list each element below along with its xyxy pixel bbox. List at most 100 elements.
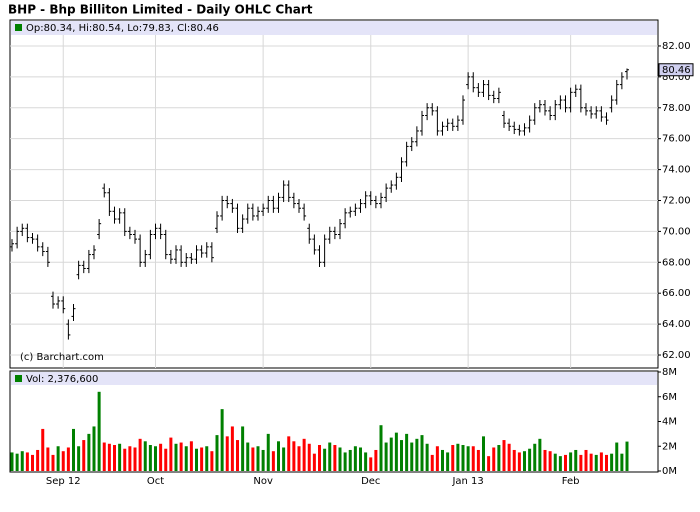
volume-bar [46, 447, 50, 471]
volume-bar [415, 438, 419, 471]
volume-bar [558, 456, 562, 471]
y-tick-label: 74.00 [662, 165, 691, 176]
volume-bar [25, 452, 29, 471]
volume-bar [251, 447, 255, 471]
volume-bar [405, 433, 409, 471]
volume-bar [230, 426, 234, 471]
y-tick-label: 78.00 [662, 103, 691, 114]
volume-bar [225, 436, 229, 471]
volume-bar [323, 448, 327, 471]
volume-bar [143, 441, 147, 471]
y-tick-label: 4M [662, 417, 677, 428]
volume-bar [533, 443, 537, 471]
volume-bar [579, 454, 583, 471]
chart-title: BHP - Bhp Billiton Limited - Daily OHLC … [8, 3, 313, 17]
volume-bar [215, 435, 219, 471]
volume-bar [435, 446, 439, 471]
volume-bar [523, 451, 526, 471]
volume-bar [369, 457, 373, 471]
volume-bar [610, 453, 614, 471]
volume-bar [148, 445, 152, 471]
y-tick-label: 80.00 [662, 72, 691, 83]
volume-bar [569, 452, 573, 471]
y-tick-label: 62.00 [662, 350, 691, 361]
volume-bar [512, 449, 516, 471]
volume-bar [169, 437, 173, 471]
x-tick-label: Nov [253, 476, 273, 487]
volume-bar [292, 441, 296, 471]
volume-bar [466, 446, 470, 471]
volume-bar [97, 391, 101, 471]
volume-bar [353, 446, 357, 471]
volume-bar [410, 442, 414, 471]
volume-bar [318, 445, 321, 471]
volume-bar [77, 446, 81, 471]
volume-header-bg [11, 372, 657, 385]
volume-bar [543, 449, 547, 471]
volume-header: Vol: 2,376,600 [26, 374, 98, 385]
volume-bar [246, 442, 250, 471]
volume-bar [195, 448, 198, 471]
volume-bar [389, 437, 393, 471]
volume-bar [374, 449, 378, 471]
volume-bar [123, 448, 127, 471]
volume-bar [384, 442, 388, 471]
volume-bar [154, 446, 157, 471]
volume-bar [538, 438, 542, 471]
volume-bar [164, 448, 168, 471]
volume-bar [118, 443, 122, 471]
volume-bar [620, 453, 624, 471]
volume-bar [359, 447, 362, 471]
volume-bar [31, 454, 34, 471]
volume-icon [15, 375, 22, 382]
volume-bar [41, 428, 45, 471]
volume-bar [72, 428, 75, 471]
volume-bar [297, 446, 301, 471]
x-tick-label: Jan 13 [451, 476, 483, 487]
volume-bar [113, 445, 116, 471]
y-tick-label: 76.00 [662, 134, 691, 145]
volume-bar [451, 445, 455, 471]
volume-bar [502, 440, 506, 471]
volume-bar [210, 451, 214, 471]
volume-bar [425, 443, 429, 471]
volume-bar [333, 445, 337, 471]
volume-bar [179, 442, 183, 471]
x-tick-label: Feb [562, 476, 580, 487]
volume-bar [441, 449, 444, 471]
volume-bar [364, 452, 368, 471]
x-tick-label: Oct [147, 476, 164, 487]
volume-bar [456, 443, 460, 471]
y-tick-label: 70.00 [662, 226, 691, 237]
volume-bar [287, 436, 291, 471]
volume-bar [51, 454, 55, 471]
volume-bar [348, 449, 352, 471]
volume-bar [507, 443, 511, 471]
volume-bar [56, 446, 60, 471]
volume-bar [271, 451, 275, 471]
volume-bar [589, 453, 593, 471]
volume-bar [277, 441, 280, 471]
volume-bar [159, 443, 163, 471]
y-tick-label: 82.00 [662, 41, 691, 52]
volume-bar [256, 446, 260, 471]
volume-bar [548, 451, 552, 471]
volume-bar [92, 426, 96, 471]
volume-bar [20, 451, 24, 471]
y-tick-label: 2M [662, 441, 677, 452]
volume-bar [400, 440, 403, 471]
volume-bar [615, 442, 619, 471]
volume-bar [282, 447, 286, 471]
volume-bar [61, 451, 65, 471]
volume-bar [528, 448, 532, 471]
volume-bar [138, 438, 142, 471]
volume-bar [517, 452, 521, 471]
x-tick-label: Dec [361, 476, 380, 487]
volume-bar [338, 447, 342, 471]
x-tick-label: Sep 12 [46, 476, 81, 487]
volume-bar [220, 409, 224, 471]
volume-bar [584, 449, 588, 471]
volume-bar [205, 446, 209, 471]
